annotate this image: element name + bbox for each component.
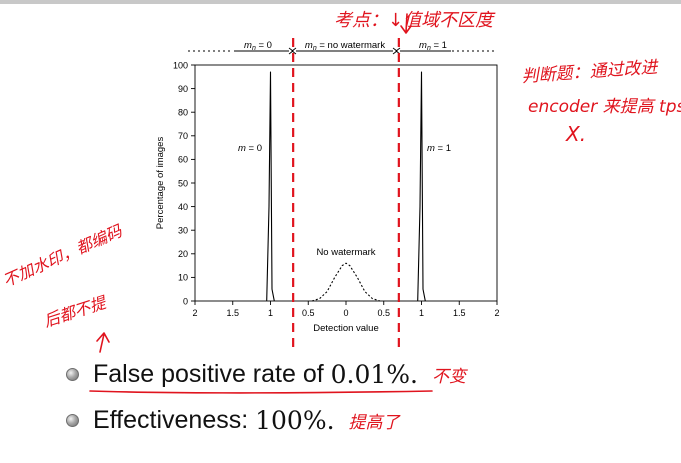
top-bar	[0, 0, 681, 4]
x-tick-label: 0	[343, 308, 348, 318]
bullet-icon	[66, 368, 79, 381]
region-arrow-left-b	[291, 47, 297, 55]
handwriting-left-line1: 不加水印，都编码	[0, 221, 125, 291]
x-tick-label: 1.5	[453, 308, 466, 318]
handwriting-left: 不加水印，都编码 后都不提	[0, 221, 125, 353]
series-label-m1: m = 1	[427, 143, 451, 154]
bullet-math: 100%.	[255, 406, 335, 435]
handwriting-right-line1: 判断题：通过改进	[521, 57, 660, 87]
x-tick-label: 1	[419, 308, 424, 318]
plot-frame	[194, 64, 498, 302]
region-label-right: mn = 1	[419, 40, 447, 52]
handwriting-left-line2: 后都不提	[41, 292, 110, 330]
y-tick-label: 70	[178, 131, 188, 141]
region-arrow-left-a	[288, 47, 294, 55]
y-tick-label: 0	[183, 296, 188, 306]
handwriting-top: 考点：↓值域不区度	[334, 10, 496, 34]
x-axis-label: Detection value	[313, 323, 378, 334]
y-tick-label: 30	[178, 226, 188, 236]
y-tick-label: 90	[178, 84, 188, 94]
y-tick-label: 40	[178, 202, 188, 212]
y-axis-label: Percentage of images	[155, 137, 166, 230]
y-tick-label: 80	[178, 108, 188, 118]
region-arrow-right-a	[392, 47, 398, 55]
y-axis: 0 10 20 30 40 50 60 70 80 90 100	[173, 60, 195, 306]
bullet-false-positive: False positive rate of 0.01%. 不变	[66, 360, 466, 389]
handwriting-right-line3: X.	[565, 122, 586, 146]
bullet-text: Effectiveness:	[93, 406, 256, 434]
handwriting-right-line2: encoder 来提高 tps	[528, 97, 681, 117]
threshold-lines	[292, 38, 400, 347]
series-line-0	[266, 71, 275, 302]
series-label-no-watermark: No watermark	[316, 247, 375, 258]
bullet-effectiveness: Effectiveness: 100%. 提高了	[66, 406, 400, 435]
x-tick-label: 1.5	[226, 308, 239, 318]
x-tick-label: 2	[494, 308, 499, 318]
y-tick-label: 20	[178, 249, 188, 259]
y-tick-label: 50	[178, 178, 188, 188]
handwriting-right: 判断题：通过改进 encoder 来提高 tps X.	[521, 57, 681, 146]
bullet-note: 提高了	[348, 413, 400, 433]
handwriting-left-arrow	[96, 332, 110, 353]
handwriting-underline	[89, 390, 433, 394]
x-tick-label: 1	[268, 308, 273, 318]
x-tick-label: 0.5	[302, 308, 315, 318]
series-label-m0: m = 0	[238, 143, 262, 154]
x-axis: 2 1.5 1 0.5 0 0.5 1 1.5 2	[192, 301, 500, 318]
x-tick-label: 2	[192, 308, 197, 318]
x-tick-label: 0.5	[377, 308, 390, 318]
bullet-note: 不变	[432, 367, 466, 387]
y-tick-label: 60	[178, 155, 188, 165]
handwriting-top-arrow	[400, 13, 412, 34]
y-tick-label: 10	[178, 273, 188, 283]
region-label-left: mn = 0	[244, 40, 272, 52]
bullet-text: False positive rate of	[93, 360, 331, 388]
region-label-middle: mn = no watermark	[305, 40, 385, 52]
series-layer	[266, 71, 426, 302]
y-tick-label: 100	[173, 60, 188, 70]
region-header: mn = 0 mn = no watermark mn = 1	[188, 40, 497, 55]
series-line-1	[311, 262, 381, 302]
series-line-2	[417, 71, 426, 302]
bullet-math: 0.01%.	[330, 360, 418, 389]
bullet-icon	[66, 414, 79, 427]
handwriting-top-text: 考点：↓值域不区度	[334, 10, 496, 31]
